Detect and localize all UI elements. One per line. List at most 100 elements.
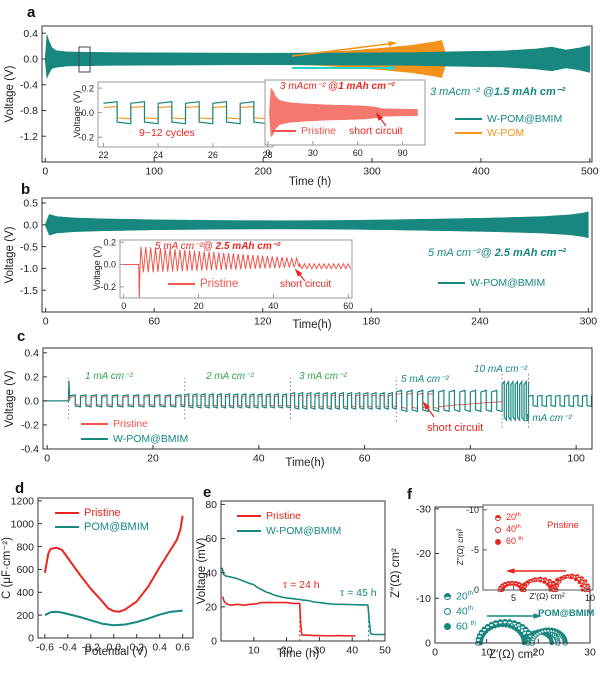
panel-c-short-circuit: short circuit — [427, 422, 484, 434]
legend-sup: th — [516, 512, 521, 518]
red-line-swatch — [55, 511, 79, 515]
filled-circle-icon — [444, 623, 451, 631]
svg-text:-0.8: -0.8 — [20, 105, 38, 117]
svg-text:0.6: 0.6 — [175, 641, 190, 653]
svg-text:26: 26 — [208, 150, 218, 160]
legend-sup: th — [467, 590, 474, 597]
svg-text:40: 40 — [346, 644, 358, 656]
svg-text:0: 0 — [42, 165, 48, 177]
svg-text:Voltage (V): Voltage (V) — [72, 91, 83, 138]
condition-bold: 1 mAh cm⁻² — [338, 81, 395, 92]
svg-text:1200: 1200 — [11, 496, 35, 508]
svg-text:60: 60 — [353, 148, 363, 158]
rate-label-10ma: 10 mA cm⁻² — [474, 364, 528, 375]
red-line-swatch — [237, 514, 261, 518]
svg-text:40: 40 — [205, 567, 217, 579]
legend-label: 60 — [506, 536, 519, 546]
panel-b-inset-short-circuit: short circuit — [280, 279, 332, 290]
svg-text:80: 80 — [205, 499, 217, 511]
svg-text:40: 40 — [253, 452, 265, 464]
svg-text:300: 300 — [580, 315, 598, 327]
svg-text:-0.2: -0.2 — [21, 420, 39, 432]
svg-text:Z′(Ω) cm²: Z′(Ω) cm² — [489, 649, 537, 661]
legend-sup: th — [518, 536, 524, 542]
red-line-swatch — [168, 282, 195, 286]
condition-text: 5 mA cm⁻²@ — [428, 247, 495, 259]
svg-text:90: 90 — [398, 148, 408, 158]
svg-text:0.2: 0.2 — [129, 641, 144, 653]
panel-f-inset-legend-60th: 60 th — [495, 536, 523, 547]
orange-line-swatch — [455, 131, 482, 135]
condition-text: 3 mAcm⁻² @ — [280, 81, 339, 92]
svg-text:80: 80 — [465, 452, 477, 464]
legend-label: Pristine — [113, 418, 149, 430]
panel-a-letter: a — [27, 4, 36, 21]
svg-text:10: 10 — [248, 644, 260, 656]
svg-text:200: 200 — [16, 610, 34, 622]
legend-label: Pristine — [84, 507, 121, 519]
filled-circle-icon — [495, 538, 501, 545]
svg-text:-1.0: -1.0 — [20, 263, 38, 275]
svg-text:0.2: 0.2 — [81, 83, 94, 93]
svg-text:0: 0 — [44, 452, 50, 464]
legend-label: Pristine — [301, 125, 337, 137]
svg-text:800: 800 — [16, 541, 34, 553]
legend-label: 20 — [456, 590, 468, 603]
svg-text:400: 400 — [16, 587, 34, 599]
panel-c-letter: c — [17, 328, 26, 345]
rate-label-1ma-return: 1 mA cm⁻² — [524, 413, 572, 424]
svg-text:200: 200 — [254, 165, 272, 177]
svg-text:0.4: 0.4 — [152, 641, 167, 653]
svg-text:-0.5: -0.5 — [20, 241, 38, 253]
rate-label-2ma: 2 mA cm⁻² — [206, 371, 254, 382]
legend-label: 40 — [456, 605, 468, 618]
panel-e-tau-pristine: τ = 24 h — [283, 579, 320, 591]
panel-b-letter: b — [21, 181, 31, 198]
svg-text:10: 10 — [585, 593, 595, 603]
svg-text:Z″(Ω) cm²: Z″(Ω) cm² — [390, 548, 402, 598]
svg-text:0: 0 — [43, 315, 49, 327]
red-line-swatch — [272, 129, 296, 133]
teal-line-swatch — [55, 525, 79, 529]
legend-label: POM@BMIM — [84, 521, 149, 533]
panel-a-inset-legend-pristine: Pristine — [272, 125, 337, 138]
svg-text:30: 30 — [584, 646, 596, 658]
half-filled-circle-icon — [495, 514, 501, 521]
svg-text:500: 500 — [581, 165, 599, 177]
panel-a-condition: 3 mAcm⁻² @1.5 mAh cm⁻² — [430, 86, 565, 98]
panel-e-legend-pristine: Pristine — [237, 510, 301, 523]
legend-label: 20 — [506, 512, 517, 522]
svg-text:Voltage (V): Voltage (V) — [92, 246, 102, 291]
svg-text:0.2: 0.2 — [103, 237, 116, 247]
panel-b-inset-condition: 5 mA cm⁻²@ 2.5 mAh cm⁻² — [155, 241, 280, 252]
svg-text:50: 50 — [379, 644, 391, 656]
teal-line-swatch — [81, 437, 108, 441]
legend-sup: th — [467, 605, 474, 612]
legend-label: 40 — [506, 524, 517, 534]
svg-text:-10: -10 — [416, 593, 431, 605]
panel-a-inset-pristine-condition: 3 mAcm⁻² @1 mAh cm⁻² — [280, 81, 395, 92]
panel-c-legend-wpombmim: W-POM@BMIM — [81, 433, 188, 446]
red-line-swatch — [81, 422, 108, 426]
svg-text:Time(h): Time(h) — [292, 319, 331, 331]
svg-text:0: 0 — [211, 636, 217, 648]
panel-f-legend-20th: 20th — [444, 590, 473, 603]
svg-text:60: 60 — [359, 452, 371, 464]
condition-bold: 2.5 mAh cm⁻² — [215, 241, 281, 252]
panel-b-inset-legend-pristine: Pristine — [168, 278, 238, 291]
svg-text:30: 30 — [314, 644, 326, 656]
svg-text:60: 60 — [148, 315, 160, 327]
svg-text:-0.4: -0.4 — [20, 79, 38, 91]
svg-text:-0.4: -0.4 — [21, 444, 39, 456]
rate-label-1ma: 1 mA cm⁻² — [85, 371, 133, 382]
svg-text:0.0: 0.0 — [106, 641, 121, 653]
teal-line-swatch — [455, 117, 482, 121]
svg-text:Time (h): Time (h) — [289, 176, 332, 188]
svg-text:Voltage (V): Voltage (V) — [4, 370, 16, 427]
svg-text:Z′(Ω) cm²: Z′(Ω) cm² — [529, 591, 564, 601]
teal-line-swatch — [237, 529, 261, 533]
rate-label-5ma: 5 mA cm⁻² — [401, 374, 449, 385]
svg-text:400: 400 — [472, 165, 490, 177]
svg-text:20: 20 — [281, 644, 293, 656]
panel-d-legend-pristine: Pristine — [55, 507, 121, 519]
